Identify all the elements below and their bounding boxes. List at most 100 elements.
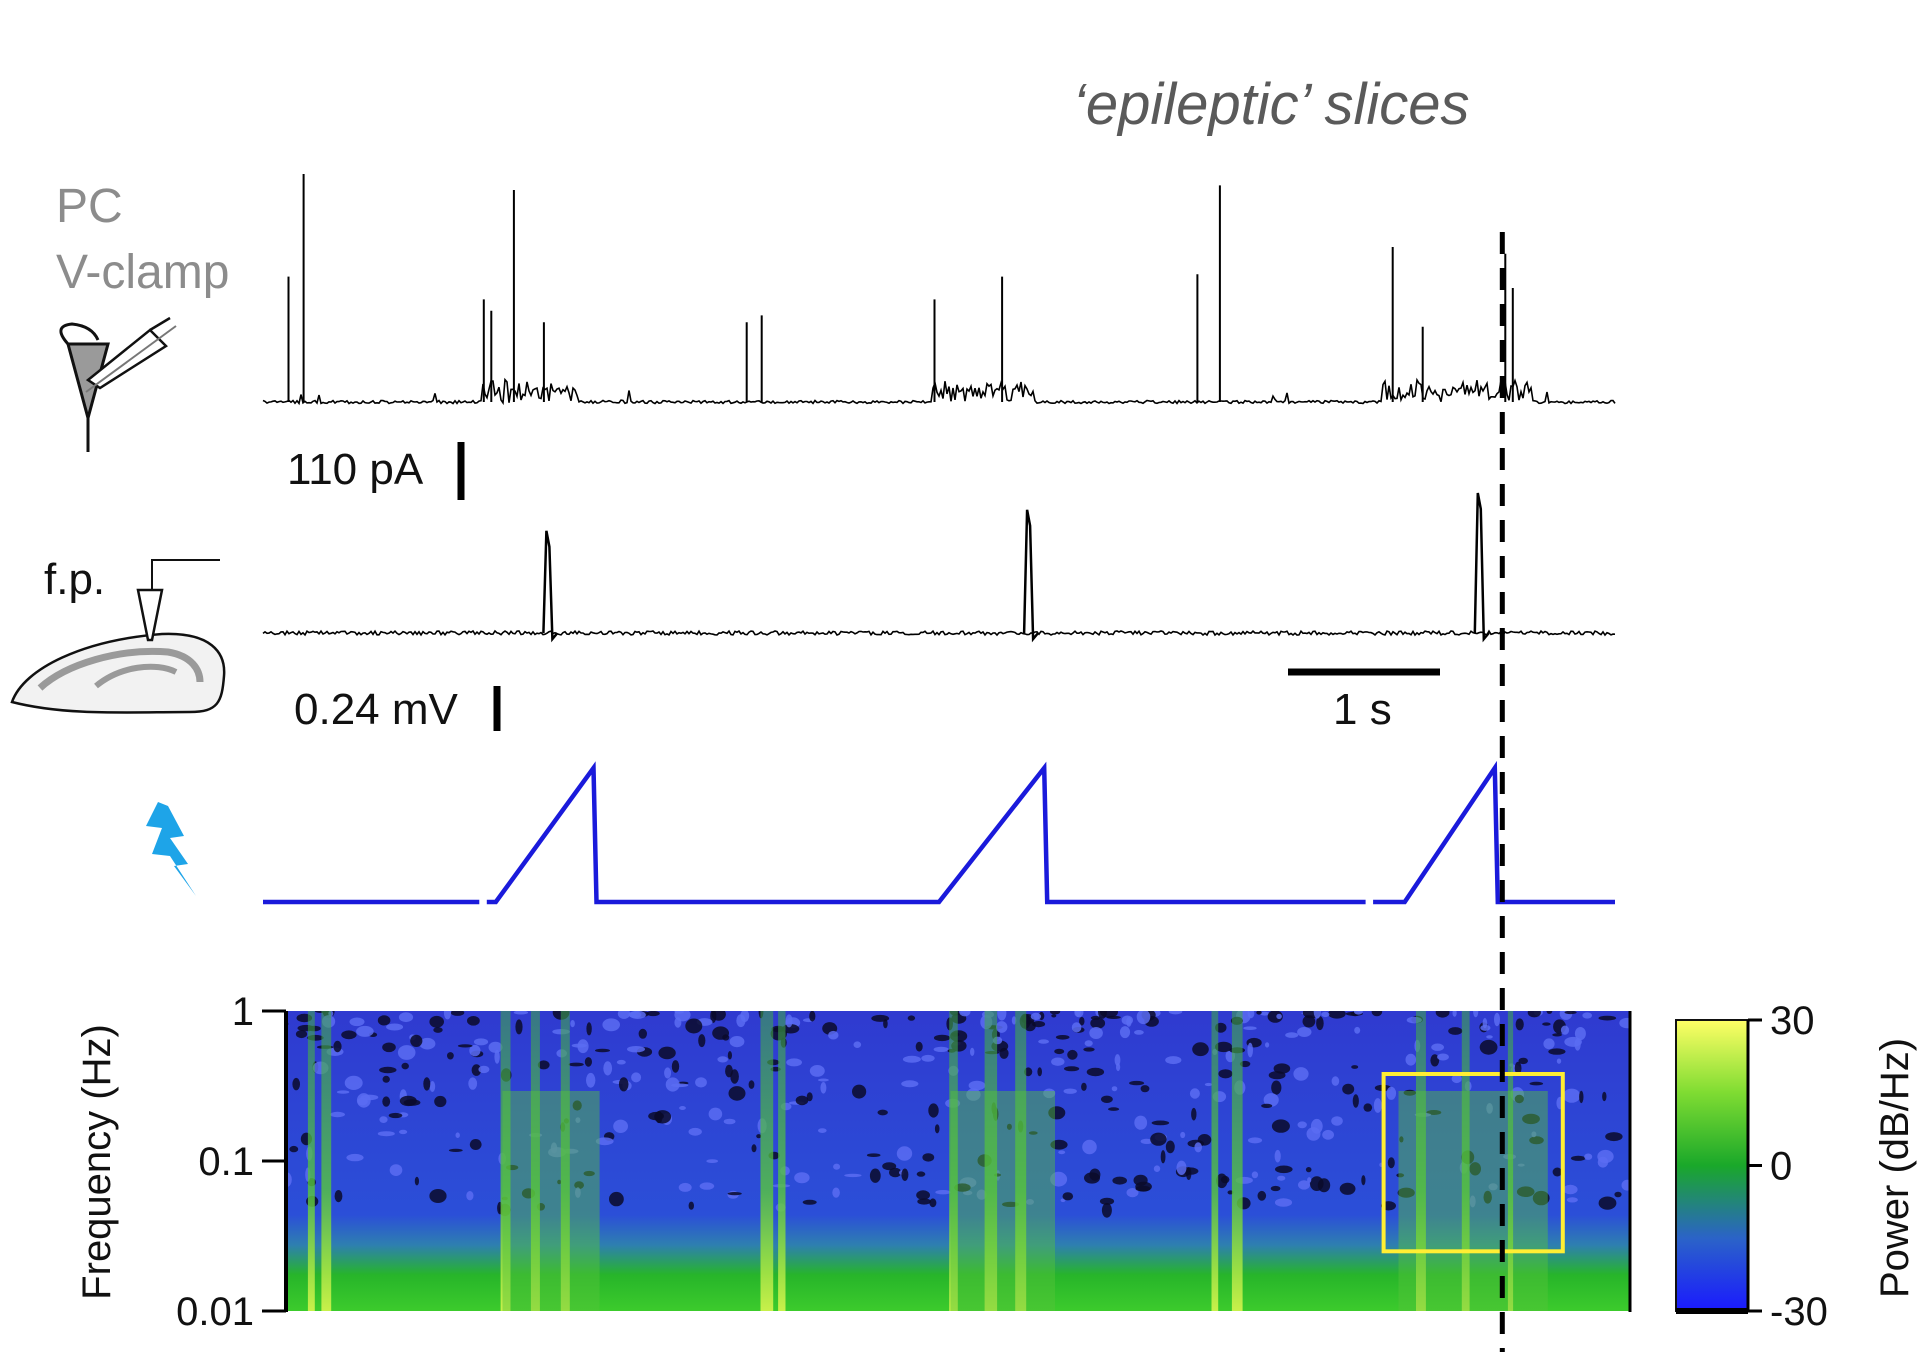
- spectrogram-texture-blob: [618, 1077, 629, 1092]
- spectrogram-texture-blob: [571, 1043, 587, 1048]
- spectrogram-texture-blob: [1486, 1035, 1493, 1039]
- spectrogram-texture-blob: [1515, 1018, 1524, 1031]
- spectrogram-texture-blob: [602, 1018, 620, 1032]
- ramp-segment: [1373, 760, 1615, 905]
- spectrogram-texture-blob: [685, 1018, 703, 1034]
- spectrogram-texture-blob: [1322, 1129, 1334, 1140]
- spectrogram-texture-blob: [1479, 1039, 1498, 1055]
- spectrogram-texture-blob: [1084, 1040, 1093, 1047]
- fp-spike: [542, 530, 559, 643]
- voltage-scalebar-label: 0.24 mV: [294, 685, 459, 734]
- spectrogram-texture-blob: [896, 1146, 913, 1161]
- spectrogram-texture-blob: [1297, 1027, 1312, 1037]
- spectrogram-texture-blob: [1403, 1089, 1417, 1096]
- spectrogram-texture-blob: [1028, 1131, 1038, 1135]
- spectrogram-texture-blob: [631, 1072, 642, 1083]
- spectrogram-texture-blob: [1079, 1016, 1085, 1026]
- spectrogram-texture-blob: [1399, 1136, 1404, 1143]
- spectrogram-texture-blob: [613, 1119, 628, 1134]
- spectrogram-texture-blob: [617, 1011, 631, 1019]
- spectrogram-texture-blob: [468, 1077, 478, 1090]
- spectrogram-texture-blob: [379, 1116, 388, 1123]
- spectrogram-texture-blob: [1582, 1012, 1592, 1019]
- spectrogram-texture-blob: [1263, 1093, 1279, 1107]
- spectrogram-texture-blob: [1083, 1047, 1095, 1052]
- spectrogram-texture-blob: [1051, 1014, 1057, 1018]
- spectrogram-texture-blob: [478, 1065, 490, 1074]
- spectrogram-texture-blob: [575, 1117, 581, 1123]
- spectrogram-texture-blob: [1119, 1026, 1131, 1039]
- spectrogram-texture-blob: [1063, 1088, 1077, 1094]
- spectrogram-texture-blob: [1243, 1026, 1257, 1030]
- spectrogram-texture-blob: [419, 1037, 436, 1050]
- spectrogram-texture-blob: [1071, 1022, 1082, 1033]
- spectrogram-texture-blob: [1081, 1082, 1087, 1091]
- spectrogram-texture-blob: [1194, 1142, 1202, 1153]
- y-tick-label: 0.1: [198, 1140, 254, 1184]
- spectrogram-texture-blob: [785, 1014, 793, 1028]
- spectrogram-texture-blob: [330, 1111, 345, 1118]
- spectrogram-texture-blob: [1218, 1069, 1233, 1079]
- spectrogram-texture-blob: [1602, 1091, 1607, 1102]
- spectrogram-texture-blob: [1339, 1182, 1356, 1195]
- spectrogram-texture-blob: [423, 1077, 431, 1091]
- spectrogram-texture-blob: [450, 1011, 465, 1016]
- spectrogram-texture-blob: [473, 1038, 489, 1046]
- spectrogram-texture-blob: [725, 1064, 733, 1078]
- spectrogram-texture-blob: [664, 1067, 672, 1079]
- spectrogram-texture-blob: [1451, 1074, 1462, 1084]
- spectrogram-texture-blob: [1026, 1199, 1034, 1205]
- spectrogram-texture-blob: [1136, 1011, 1151, 1025]
- spectrogram-texture-blob: [1257, 1190, 1267, 1201]
- spectrogram-texture-blob: [1050, 1011, 1061, 1015]
- spectrogram-texture-blob: [410, 1034, 423, 1047]
- spectrogram-texture-blob: [434, 1095, 447, 1108]
- spectrogram-texture-blob: [356, 1025, 374, 1037]
- spectrogram-texture-blob: [603, 1061, 613, 1076]
- spectrogram-texture-blob: [1043, 1088, 1056, 1099]
- spectrogram-texture-blob: [1276, 1013, 1282, 1020]
- spectrogram-texture-blob: [722, 1034, 730, 1041]
- spectrogram-texture-blob: [678, 1182, 692, 1192]
- spectrogram-texture-blob: [1321, 1011, 1330, 1018]
- spectrogram: [286, 1011, 1630, 1311]
- spectrogram-texture-blob: [1452, 1011, 1457, 1017]
- spectrogram-texture-blob: [1251, 1171, 1259, 1179]
- spectrogram-texture-blob: [1192, 1042, 1209, 1057]
- spectrogram-texture-blob: [1579, 1090, 1584, 1104]
- spectrogram-texture-blob: [1101, 1095, 1113, 1104]
- spectrogram-texture-blob: [844, 1173, 862, 1178]
- spectrogram-texture-blob: [802, 1199, 817, 1205]
- spectrogram-texture-blob: [1126, 1017, 1132, 1027]
- spectrogram-texture-blob: [833, 1163, 841, 1170]
- fp-spike: [1473, 492, 1490, 643]
- spectrogram-texture-blob: [729, 1036, 745, 1048]
- spectrogram-band: [1231, 1011, 1243, 1311]
- spectrogram-texture-blob: [382, 1096, 391, 1107]
- figure-title: ‘epileptic’ slices: [1073, 72, 1470, 137]
- pyramidal-neuron-patch-pipette-icon: [59, 316, 177, 452]
- spectrogram-band: [984, 1011, 998, 1311]
- spectrogram-texture-blob: [429, 1189, 447, 1203]
- spectrogram-texture-blob: [1529, 1136, 1544, 1145]
- spectrogram-texture-blob: [1090, 1017, 1106, 1029]
- spectrogram-texture-blob: [557, 1179, 562, 1185]
- spectrogram-texture-blob: [1307, 1177, 1312, 1183]
- spectrogram-texture-blob: [902, 1055, 921, 1063]
- spectrogram-texture-blob: [968, 1080, 986, 1091]
- spectrogram-texture-blob: [586, 1072, 596, 1088]
- spectrogram-texture-blob: [1373, 1098, 1382, 1113]
- spectrogram-texture-blob: [1058, 1150, 1066, 1155]
- colorbar-title: Power (dB/Hz): [1873, 1038, 1917, 1298]
- spectrogram-texture-blob: [1486, 1103, 1493, 1114]
- spectrogram-texture-blob: [334, 1190, 343, 1203]
- colorbar-tick-label: 30: [1770, 999, 1815, 1043]
- spectrogram-texture-blob: [429, 1015, 445, 1028]
- spectrogram-texture-blob: [570, 1020, 575, 1028]
- spectrogram-texture-blob: [443, 1011, 452, 1020]
- spectrogram-y-axis: 0.01 0.1 1: [176, 990, 1632, 1334]
- spectrogram-texture-blob: [1305, 1167, 1312, 1173]
- spectrogram-texture-blob: [572, 1100, 582, 1111]
- spectrogram-texture-blob: [1112, 1176, 1127, 1185]
- spectrogram-texture-blob: [1153, 1165, 1161, 1172]
